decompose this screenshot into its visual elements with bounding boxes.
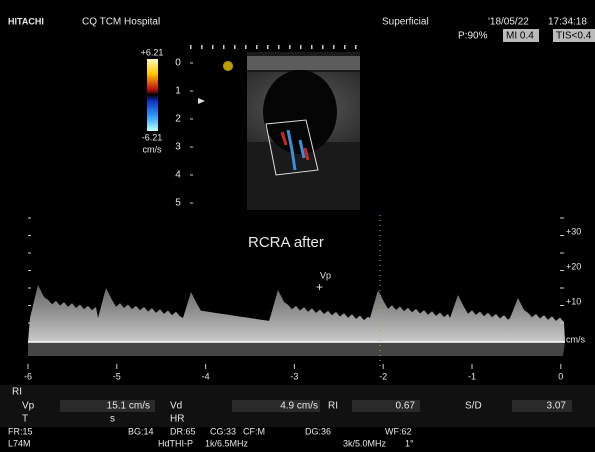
- footer-item: FR:15: [8, 426, 33, 436]
- vp-cross: +: [316, 280, 323, 294]
- label: HR: [170, 414, 184, 425]
- ruler-dot: [344, 45, 346, 49]
- ruler-dot: [201, 45, 203, 49]
- probe-icon: [223, 61, 233, 71]
- ultrasound-screen: HITACHI CQ TCM Hospital Superficial '18/…: [0, 0, 595, 452]
- time-label: -2: [379, 371, 387, 381]
- tis: TIS<0.4: [556, 31, 592, 42]
- color-min: -6.21: [142, 132, 163, 142]
- color-unit: cm/s: [143, 144, 162, 154]
- time-label: -6: [24, 371, 32, 381]
- time-label: -5: [113, 371, 121, 381]
- depth-label: 5: [175, 198, 181, 209]
- footer-item: 1°: [405, 438, 414, 448]
- brand: HITACHI: [8, 16, 44, 26]
- ruler-dot: [289, 45, 291, 49]
- ruler-dot: [355, 45, 357, 49]
- footer-item: L74M: [8, 438, 31, 448]
- ruler-dot: [300, 45, 302, 49]
- power: P:90%: [458, 31, 488, 42]
- vp-marker: Vp: [320, 270, 331, 280]
- color-max: +6.21: [141, 47, 164, 57]
- value: 0.67: [396, 401, 416, 412]
- ruler-dot: [245, 45, 247, 49]
- color-bar: [147, 59, 158, 131]
- time-label: -4: [202, 371, 210, 381]
- velocity-unit: cm/s: [566, 334, 585, 344]
- label: Vd: [170, 401, 182, 412]
- time-label: -3: [290, 371, 298, 381]
- footer-item: 1k/6.5MHz: [205, 438, 249, 448]
- ruler-dot: [333, 45, 335, 49]
- label: s: [110, 414, 115, 425]
- ruler-dot: [234, 45, 236, 49]
- value: 3.07: [547, 401, 567, 412]
- footer-item: HdTHI-P: [158, 438, 193, 448]
- ruler-dot: [267, 45, 269, 49]
- footer-item: BG:14: [128, 426, 154, 436]
- velocity-label: +20: [566, 261, 581, 271]
- preset: Superficial: [382, 17, 429, 28]
- value: 4.9 cm/s: [280, 401, 318, 412]
- annotation: RCRA after: [248, 234, 324, 251]
- label: T: [22, 414, 28, 425]
- ruler-dot: [322, 45, 324, 49]
- ruler-dot: [223, 45, 225, 49]
- footer-item: DG:36: [305, 426, 331, 436]
- ruler-dot: [278, 45, 280, 49]
- footer-item: CG:33: [210, 426, 236, 436]
- time-label: 0: [558, 371, 563, 381]
- tissue-layer: [247, 56, 360, 70]
- spectrum-noise: [28, 342, 565, 356]
- depth-label: 3: [175, 142, 181, 153]
- label: Vp: [22, 401, 35, 412]
- depth-label: 0: [175, 58, 181, 69]
- hospital: CQ TCM Hospital: [82, 17, 160, 28]
- depth-label: 2: [175, 114, 181, 125]
- label: S/D: [465, 401, 482, 412]
- label: RI: [328, 401, 338, 412]
- value: 15.1 cm/s: [107, 401, 150, 412]
- ruler-dot: [256, 45, 258, 49]
- depth-label: 4: [175, 170, 181, 181]
- ruler-dot: [311, 45, 313, 49]
- velocity-label: +10: [566, 296, 581, 306]
- time: 17:34:18: [548, 17, 587, 28]
- mi: MI 0.4: [506, 31, 534, 42]
- ruler-dot: [190, 45, 192, 49]
- velocity-label: +30: [566, 226, 581, 236]
- ruler-dot: [212, 45, 214, 49]
- time-label: -1: [468, 371, 476, 381]
- date: '18/05/22: [488, 17, 529, 28]
- footer-item: 3k/5.0MHz: [343, 438, 387, 448]
- depth-label: 1: [175, 86, 181, 97]
- footer-item: WF:62: [385, 426, 412, 436]
- footer-item: DR:65: [170, 426, 196, 436]
- label: RI: [12, 387, 22, 398]
- footer-item: CF:M: [243, 426, 265, 436]
